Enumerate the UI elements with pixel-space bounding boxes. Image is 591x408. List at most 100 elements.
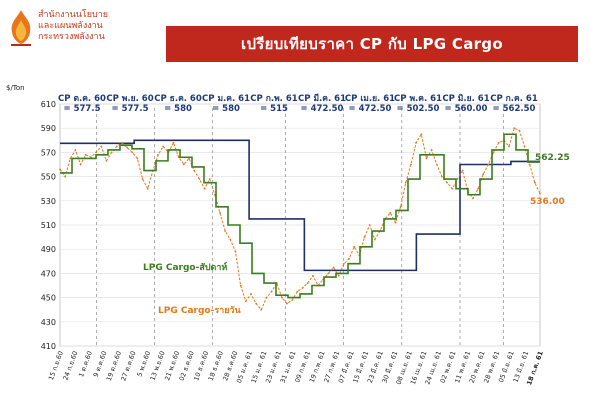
daily-point bbox=[291, 299, 294, 301]
daily-point bbox=[172, 141, 175, 144]
daily-point bbox=[115, 145, 118, 148]
daily-series-label: LPG Cargo-รายวัน bbox=[158, 305, 242, 316]
daily-point bbox=[523, 145, 526, 148]
daily-point bbox=[131, 151, 134, 154]
daily-point bbox=[373, 238, 376, 241]
weekly-series-line bbox=[60, 133, 540, 299]
daily-point bbox=[162, 145, 165, 148]
cp-annotation-month: CP ต.ค. 60 bbox=[58, 94, 106, 104]
chart-title: เปรียบเทียบราคา CP กับ LPG Cargo bbox=[166, 26, 578, 62]
daily-point bbox=[482, 173, 485, 176]
daily-point bbox=[301, 287, 304, 289]
y-unit-label: $/Ton bbox=[6, 84, 25, 92]
cp-annotation-month: CP ก.ค. 61 bbox=[490, 94, 538, 104]
daily-point bbox=[69, 157, 72, 160]
daily-point bbox=[296, 290, 299, 293]
cp-annotation-month: CP ธ.ค. 60 bbox=[154, 94, 202, 104]
cp-annotation-value: = 562.50 bbox=[493, 104, 536, 114]
y-tick-label: 450 bbox=[41, 294, 56, 303]
daily-point bbox=[451, 187, 454, 190]
daily-point bbox=[265, 296, 268, 299]
daily-point bbox=[461, 169, 464, 172]
y-tick-label: 470 bbox=[41, 269, 56, 278]
daily-point bbox=[306, 282, 309, 284]
daily-point bbox=[255, 302, 258, 305]
x-tick-label: 24 ก.ย.60 bbox=[61, 350, 79, 381]
cp-annotation-month: CP ก.พ. 61 bbox=[250, 94, 298, 104]
daily-point bbox=[229, 238, 232, 241]
y-tick-label: 570 bbox=[41, 148, 56, 157]
y-tick-label: 410 bbox=[41, 342, 56, 351]
daily-point bbox=[126, 146, 128, 149]
org-name-line2: และแผนพลังงาน bbox=[38, 21, 103, 31]
daily-point bbox=[363, 236, 366, 239]
daily-point bbox=[348, 257, 350, 260]
org-name-line1: สำนักงานนโยบาย bbox=[38, 10, 109, 20]
y-tick-label: 510 bbox=[41, 221, 56, 230]
daily-point bbox=[84, 153, 87, 156]
daily-point bbox=[456, 178, 459, 180]
daily-point bbox=[224, 230, 227, 232]
daily-series-line bbox=[59, 127, 541, 311]
daily-point bbox=[497, 141, 500, 144]
cp-series-line bbox=[60, 139, 540, 272]
cp-annotation-month: CP พ.ค. 61 bbox=[394, 94, 442, 104]
daily-point bbox=[64, 175, 67, 178]
daily-point bbox=[425, 157, 428, 160]
daily-point bbox=[399, 205, 402, 208]
daily-point bbox=[415, 141, 418, 144]
daily-point bbox=[539, 192, 541, 195]
cp-annotation-value: = 577.5 bbox=[112, 104, 149, 114]
cp-annotation-value: = 515 bbox=[260, 104, 288, 114]
daily-point bbox=[59, 168, 61, 171]
daily-point bbox=[136, 157, 139, 160]
daily-point bbox=[100, 145, 103, 148]
cp-annotation-value: = 577.5 bbox=[64, 104, 101, 114]
daily-point bbox=[208, 178, 211, 180]
daily-point bbox=[234, 250, 237, 253]
daily-point bbox=[219, 212, 221, 214]
daily-point bbox=[513, 127, 516, 130]
cp-annotation-month: CP มิ.ย. 61 bbox=[442, 93, 489, 104]
flame-icon bbox=[11, 10, 31, 46]
y-tick-label: 430 bbox=[41, 318, 56, 327]
cp-annotation-month: CP เม.ย. 61 bbox=[345, 94, 395, 104]
daily-point bbox=[528, 163, 531, 166]
daily-point bbox=[177, 156, 180, 159]
daily-point bbox=[337, 274, 340, 277]
y-tick-label: 590 bbox=[41, 124, 56, 133]
daily-point bbox=[477, 187, 479, 190]
cp-annotation-value: = 472.50 bbox=[301, 104, 344, 114]
y-tick-label: 490 bbox=[41, 245, 56, 254]
daily-point bbox=[182, 163, 185, 166]
daily-point bbox=[327, 272, 330, 275]
cp-annotation-month: CP พ.ย. 60 bbox=[106, 94, 153, 104]
daily-point bbox=[239, 284, 242, 287]
daily-point bbox=[342, 262, 345, 265]
daily-point bbox=[533, 181, 536, 184]
daily-point bbox=[435, 163, 438, 166]
daily-point bbox=[95, 151, 98, 154]
daily-point bbox=[157, 153, 159, 156]
daily-point bbox=[420, 133, 423, 136]
daily-point bbox=[286, 302, 288, 305]
daily-point bbox=[121, 141, 123, 144]
daily-point bbox=[203, 187, 206, 190]
daily-point bbox=[146, 187, 149, 190]
daily-point bbox=[312, 274, 314, 277]
y-tick-label: 530 bbox=[41, 197, 56, 206]
cp-annotation-value: = 472.50 bbox=[349, 104, 392, 114]
daily-point bbox=[79, 163, 82, 166]
cp-annotation-value: = 580 bbox=[212, 104, 240, 114]
cp-annotation-value: = 560.00 bbox=[445, 104, 488, 114]
daily-point bbox=[404, 181, 407, 184]
daily-point bbox=[110, 151, 113, 154]
weekly-series-label: LPG Cargo-สัปดาห์ bbox=[143, 261, 227, 273]
daily-point bbox=[508, 145, 510, 148]
daily-point bbox=[281, 296, 283, 299]
cp-annotation-value: = 580 bbox=[164, 104, 192, 114]
daily-point bbox=[441, 175, 443, 178]
cp-annotation-month: CP ม.ค. 61 bbox=[202, 94, 250, 104]
daily-point bbox=[492, 151, 495, 154]
daily-point bbox=[244, 300, 247, 303]
